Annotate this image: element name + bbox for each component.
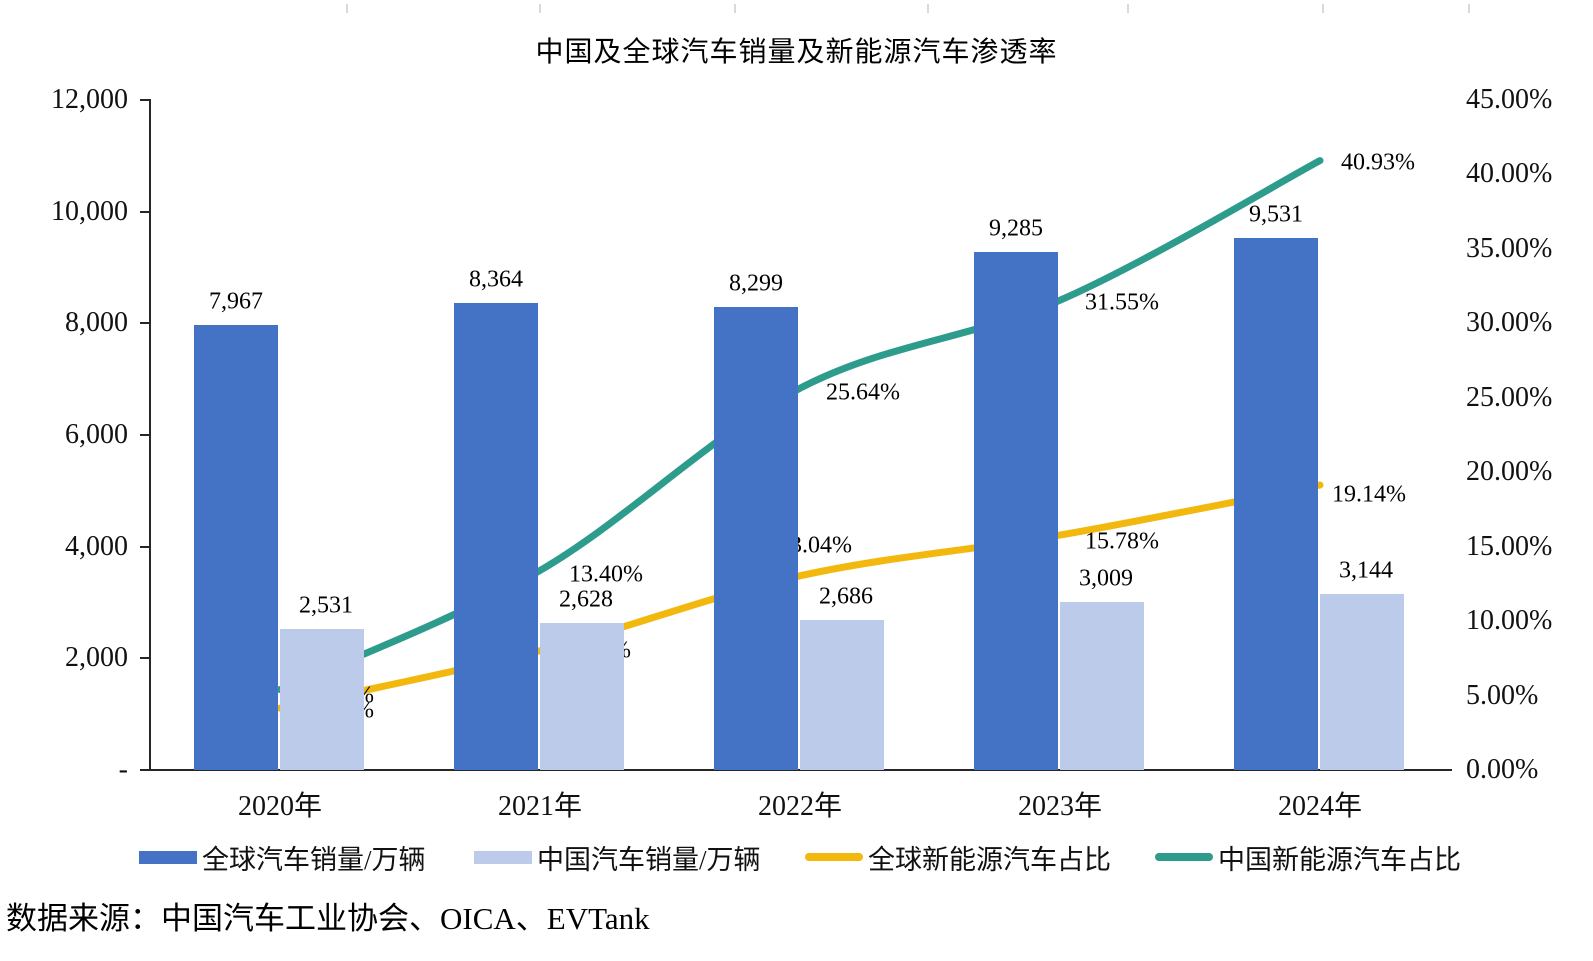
chart-title: 中国及全球汽车销量及新能源汽车渗透率 <box>535 37 1058 68</box>
bar-value-label: 8,364 <box>469 266 523 293</box>
left-axis-tick-label: - <box>118 754 128 785</box>
left-axis-tick <box>140 545 150 548</box>
left-axis-tick <box>140 99 150 101</box>
x-axis-category-label: 2021年 <box>497 791 583 822</box>
legend-item-global-nev-share: 全球新能源汽车占比 <box>805 843 1111 875</box>
china-car-sales-swatch <box>474 850 532 864</box>
ruler-tick <box>1127 4 1129 13</box>
left-axis-tick <box>140 210 150 213</box>
right-axis-tick-label: 5.00% <box>1466 679 1539 711</box>
right-axis-tick-label: 0.00% <box>1466 754 1539 785</box>
left-axis-tick <box>140 769 150 771</box>
right-axis-tick-label: 15.00% <box>1466 530 1553 562</box>
china-nev-share-line <box>276 157 1324 694</box>
right-axis-tick-label: 25.00% <box>1466 381 1553 413</box>
bar-value-label: 2,686 <box>819 583 873 610</box>
left-axis-tick <box>140 322 150 325</box>
legend-label-global-nev-share: 全球新能源汽车占比 <box>868 844 1111 875</box>
global-car-sales-bar <box>194 325 278 770</box>
bar-value-label: 9,285 <box>989 215 1043 242</box>
ruler-tick <box>1468 4 1470 13</box>
percent-value-label: 25.64% <box>826 379 900 406</box>
percent-value-label: 13.40% <box>569 561 643 588</box>
right-axis-tick-label: 45.00% <box>1466 84 1553 115</box>
legend-item-global-car-sales: 全球汽车销量/万辆 <box>139 843 426 875</box>
x-axis-category-label: 2024年 <box>1277 791 1363 822</box>
ruler-tick <box>346 4 348 13</box>
left-axis-tick-label: 8,000 <box>65 307 128 339</box>
global-car-sales-bar <box>714 306 798 770</box>
right-axis-tick-label: 30.00% <box>1466 307 1553 339</box>
right-axis-tick-label: 35.00% <box>1466 232 1553 264</box>
bar-value-label: 3,009 <box>1079 565 1133 592</box>
bar-value-label: 9,531 <box>1249 201 1303 228</box>
left-axis-tick-label: 12,000 <box>51 84 128 115</box>
left-axis-line <box>149 99 151 771</box>
chart-legend: 全球汽车销量/万辆 中国汽车销量/万辆 全球新能源汽车占比 中国新能源汽车占比 <box>0 843 1593 875</box>
legend-label-china-car-sales: 中国汽车销量/万辆 <box>537 844 761 875</box>
ruler-tick <box>539 4 541 13</box>
global-car-sales-bar <box>974 251 1058 770</box>
percent-value-label: 15.78% <box>1085 528 1159 555</box>
left-axis-tick-label: 6,000 <box>65 419 128 450</box>
percent-value-label: 31.55% <box>1085 289 1159 316</box>
legend-item-china-car-sales: 中国汽车销量/万辆 <box>474 843 761 875</box>
china-nev-share-swatch <box>1155 853 1213 861</box>
left-axis-tick <box>140 434 150 436</box>
global-nev-share-swatch <box>805 853 863 861</box>
left-axis-tick-label: 4,000 <box>65 530 128 562</box>
china-car-sales-bar <box>280 628 364 770</box>
right-axis-tick-label: 10.00% <box>1466 605 1553 637</box>
china-car-sales-bar <box>800 620 884 770</box>
left-axis-tick <box>140 657 150 660</box>
right-axis-tick-label: 40.00% <box>1466 158 1553 190</box>
global-car-sales-swatch <box>139 850 197 864</box>
bar-value-label: 7,967 <box>209 288 263 315</box>
bar-value-label: 3,144 <box>1339 557 1393 584</box>
ruler-tick <box>927 4 929 13</box>
x-axis-category-label: 2020年 <box>237 791 323 822</box>
legend-label-global-car-sales: 全球汽车销量/万辆 <box>202 844 426 875</box>
left-axis-tick-label: 10,000 <box>51 195 128 227</box>
right-axis-tick-label: 20.00% <box>1466 456 1553 488</box>
bottom-axis-line <box>148 769 1452 771</box>
bar-value-label: 8,299 <box>729 270 783 297</box>
ruler-tick <box>734 4 736 13</box>
legend-label-china-nev-share: 中国新能源汽车占比 <box>1218 844 1461 875</box>
legend-item-china-nev-share: 中国新能源汽车占比 <box>1155 843 1461 875</box>
percent-value-label: 19.14% <box>1332 481 1406 508</box>
left-axis-tick-label: 2,000 <box>65 642 128 674</box>
bar-value-label: 2,628 <box>559 586 613 613</box>
data-source: 数据来源：中国汽车工业协会、OICA、EVTank <box>6 901 650 936</box>
global-car-sales-bar <box>454 303 538 770</box>
global-car-sales-bar <box>1234 237 1318 770</box>
bar-value-label: 2,531 <box>299 592 353 619</box>
percent-value-label: 40.93% <box>1341 149 1415 176</box>
china-car-sales-bar <box>1320 594 1404 770</box>
x-axis-category-label: 2022年 <box>757 791 843 822</box>
china-car-sales-bar <box>1060 601 1144 770</box>
china-car-sales-bar <box>540 623 624 770</box>
x-axis-category-label: 2023年 <box>1017 791 1103 822</box>
ruler-tick <box>1322 4 1324 13</box>
